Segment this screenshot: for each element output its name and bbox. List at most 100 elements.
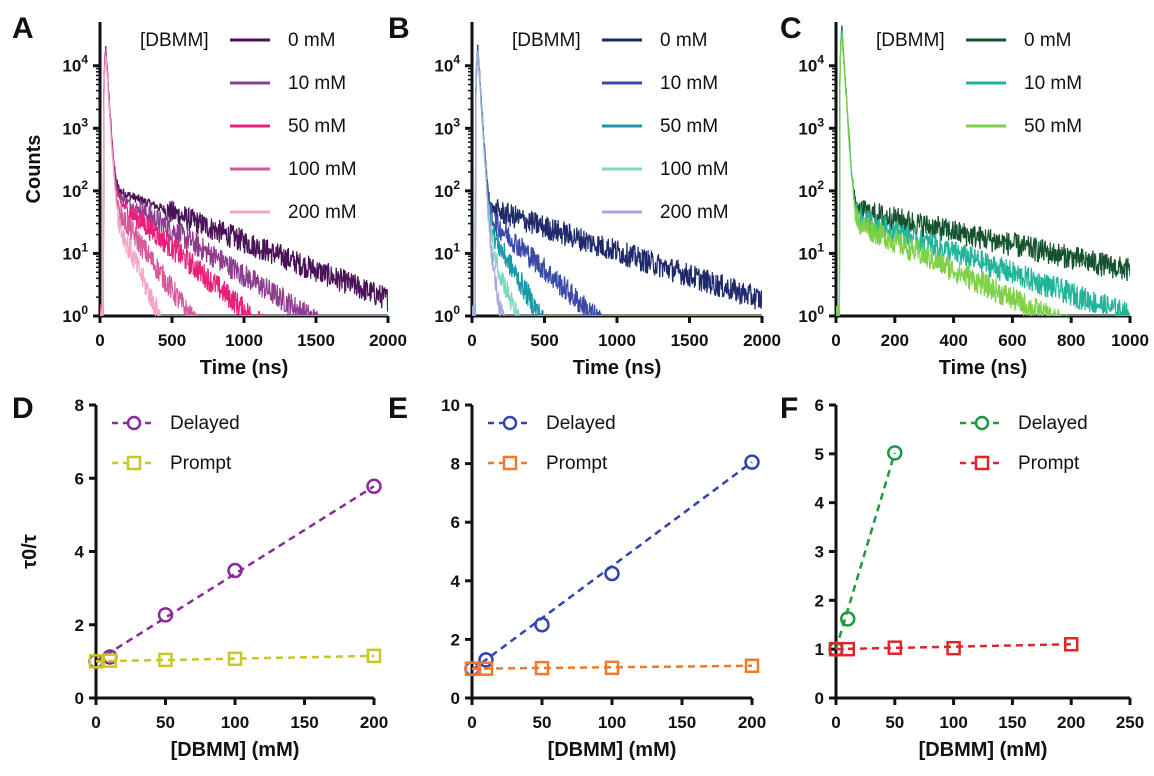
x-tick-label: 2000 <box>743 331 781 350</box>
y-tick-base: 10 <box>62 57 81 76</box>
legend-entry: 100 mM <box>660 159 729 180</box>
x-tick-label: 50 <box>885 713 904 732</box>
data-point <box>478 661 494 676</box>
panel-F: F 0 50 100 150 200 250 0 1 2 3 4 5 6 [DBMM] (mM) Delaye… <box>780 392 1144 761</box>
data-point <box>1063 637 1079 652</box>
panel-letter: B <box>388 12 410 45</box>
y-tick-label: 0 <box>451 689 460 708</box>
legend-entry: 10 mM <box>288 73 346 94</box>
x-tick-label: 2000 <box>369 331 407 350</box>
y-tick-label: 1 <box>815 640 824 659</box>
x-tick-label: 200 <box>881 331 909 350</box>
x-axis-label: [DBMM] (mM) <box>548 739 677 761</box>
legend-entry: 50 mM <box>288 116 346 137</box>
y-tick-label: 104 <box>798 53 824 76</box>
y-tick-base: 10 <box>798 57 817 76</box>
x-tick-label: 500 <box>530 331 558 350</box>
data-point <box>158 652 173 668</box>
y-tick-label: 2 <box>815 591 824 610</box>
data-point <box>744 658 760 674</box>
y-tick-base: 10 <box>62 244 81 263</box>
data-point <box>604 565 620 582</box>
data-point <box>464 661 480 676</box>
y-tick-label: 2 <box>451 630 460 649</box>
x-axis-label: [DBMM] (mM) <box>919 739 1048 761</box>
y-tick-exponent: 3 <box>453 115 460 129</box>
y-tick-label: 101 <box>434 240 460 263</box>
y-tick-base: 10 <box>798 182 817 201</box>
legend-entry: 50 mM <box>660 116 718 137</box>
data-point <box>227 651 243 667</box>
legend-entry: 200 mM <box>660 202 729 223</box>
x-axis-label: Time (ns) <box>939 357 1028 379</box>
x-tick-label: 150 <box>998 713 1026 732</box>
y-tick-exponent: 1 <box>81 240 88 254</box>
x-tick-label: 400 <box>939 331 967 350</box>
y-tick-exponent: 4 <box>817 53 824 67</box>
y-tick-base: 10 <box>434 119 453 138</box>
y-tick-label: 4 <box>451 572 461 591</box>
data-point <box>887 640 903 655</box>
y-tick-label: 101 <box>62 240 88 263</box>
legend-entry: 0 mM <box>288 30 336 51</box>
fit-line <box>95 654 375 663</box>
series-trace <box>100 46 388 316</box>
y-tick-base: 10 <box>434 307 453 326</box>
y-tick-base: 10 <box>62 307 81 326</box>
y-tick-base: 10 <box>798 244 817 263</box>
legend-entry: 50 mM <box>1024 116 1082 137</box>
x-tick-label: 1000 <box>598 331 636 350</box>
y-tick-base: 10 <box>434 57 453 76</box>
panel-letter: A <box>12 12 34 45</box>
y-tick-label: 104 <box>62 53 88 76</box>
y-tick-exponent: 0 <box>817 303 824 317</box>
y-tick-label: 0 <box>815 689 824 708</box>
fit-line <box>834 452 896 650</box>
legend-marker <box>502 415 518 431</box>
data-point <box>478 652 494 668</box>
y-tick-label: 6 <box>451 513 460 532</box>
y-tick-label: 104 <box>434 53 460 76</box>
x-tick-label: 1500 <box>297 331 335 350</box>
data-point <box>227 562 243 579</box>
data-point <box>157 607 174 623</box>
y-tick-label: 5 <box>815 445 824 464</box>
data-point <box>534 660 550 676</box>
y-tick-base: 10 <box>434 182 453 201</box>
x-tick-label: 600 <box>998 331 1026 350</box>
x-tick-label: 50 <box>533 713 552 732</box>
legend-marker <box>126 455 142 471</box>
y-tick-label: 2 <box>75 616 84 635</box>
fit-line <box>835 643 1072 651</box>
legend-entry: Prompt <box>546 453 608 474</box>
legend-entry: 0 mM <box>1024 30 1072 51</box>
y-tick-label: 102 <box>798 178 824 201</box>
data-point <box>604 660 620 676</box>
x-tick-label: 0 <box>831 331 840 350</box>
y-tick-label: 6 <box>75 469 84 488</box>
series-trace <box>836 33 1130 316</box>
y-tick-exponent: 3 <box>817 115 824 129</box>
x-tick-label: 250 <box>1116 713 1144 732</box>
x-tick-label: 200 <box>360 713 388 732</box>
legend-entry: 0 mM <box>660 30 708 51</box>
y-tick-label: 3 <box>815 543 824 562</box>
x-tick-label: 500 <box>158 331 186 350</box>
x-tick-label: 150 <box>668 713 696 732</box>
series-trace <box>472 52 762 316</box>
legend-entry: Prompt <box>1018 453 1080 474</box>
legend-entry: 200 mM <box>288 202 357 223</box>
y-tick-base: 10 <box>62 182 81 201</box>
legend-marker <box>974 415 990 431</box>
y-tick-exponent: 2 <box>817 178 824 192</box>
y-tick-exponent: 4 <box>81 53 88 67</box>
panel-letter: D <box>12 392 34 425</box>
y-tick-exponent: 1 <box>817 240 824 254</box>
y-tick-label: 103 <box>62 115 88 138</box>
x-tick-label: 1000 <box>1111 331 1149 350</box>
data-point <box>946 640 961 656</box>
legend-marker <box>974 455 990 471</box>
y-tick-label: 10 <box>441 396 460 415</box>
y-tick-exponent: 0 <box>81 303 88 317</box>
